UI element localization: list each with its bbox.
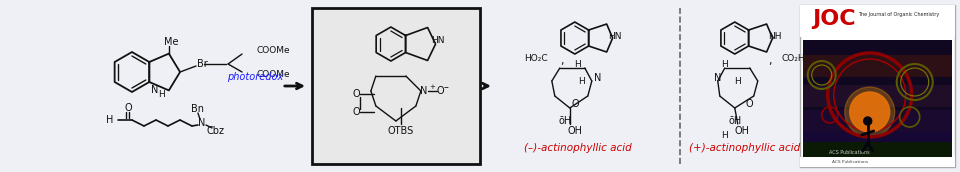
Text: ōH: ōH [558,116,571,126]
Polygon shape [149,54,180,90]
Text: N: N [420,86,427,96]
Text: Br: Br [197,59,207,69]
Polygon shape [721,22,749,54]
Text: O: O [746,99,754,109]
Text: CO₂H: CO₂H [781,53,805,62]
Text: H: H [721,131,728,141]
Circle shape [864,117,872,125]
Text: N: N [594,73,602,83]
Text: H: H [157,90,164,99]
Polygon shape [114,52,149,92]
Text: +: + [429,84,435,90]
Text: Bn: Bn [191,104,204,114]
Text: The Journal of Organic Chemistry: The Journal of Organic Chemistry [857,12,939,17]
Bar [803,142,951,162]
Polygon shape [405,28,436,61]
Text: Me: Me [163,37,179,47]
Text: OH: OH [734,126,749,136]
Text: (+)-actinophyllic acid: (+)-actinophyllic acid [689,143,801,153]
Bar [803,140,951,162]
Text: N: N [714,73,722,83]
Text: (–)-actinophyllic acid: (–)-actinophyllic acid [524,143,632,153]
Circle shape [845,87,895,137]
Bar [803,125,951,147]
Text: COOMe: COOMe [256,46,290,55]
Text: O: O [436,86,444,96]
Text: NH: NH [768,31,781,41]
Bar [803,85,951,107]
Polygon shape [376,27,405,61]
Polygon shape [749,24,773,52]
Text: O: O [352,107,360,117]
Text: –: – [444,82,448,92]
Text: H: H [574,60,581,68]
Text: HN: HN [431,35,444,45]
Text: ACS Publications: ACS Publications [829,150,870,155]
Bar [800,157,954,167]
Text: H: H [721,60,728,68]
Text: COOMe: COOMe [256,69,290,78]
Bar [803,110,951,132]
Text: HO₂C: HO₂C [524,53,548,62]
Bar [312,8,480,164]
Bar [800,5,954,37]
Text: ACS Publications: ACS Publications [831,160,868,164]
Text: O: O [571,99,579,109]
Text: ,: , [560,56,564,66]
Text: H: H [734,77,741,85]
Text: ,: , [768,56,772,66]
Text: N: N [199,118,205,128]
Polygon shape [561,22,588,54]
Text: O: O [352,89,360,99]
Text: HN: HN [608,31,621,41]
Text: Cbz: Cbz [207,126,225,136]
Text: H: H [107,115,113,125]
Text: O: O [124,103,132,113]
Circle shape [850,92,890,132]
Text: ōH: ōH [728,116,741,126]
Text: photoredox: photoredox [227,72,283,82]
Bar [803,55,951,77]
Bar [800,5,954,167]
Bar [803,40,951,162]
Text: OH: OH [567,126,583,136]
Text: OTBS: OTBS [388,126,414,136]
Text: H: H [579,77,586,85]
Polygon shape [588,24,612,52]
Text: N: N [152,85,158,95]
Text: JOC: JOC [812,9,855,29]
